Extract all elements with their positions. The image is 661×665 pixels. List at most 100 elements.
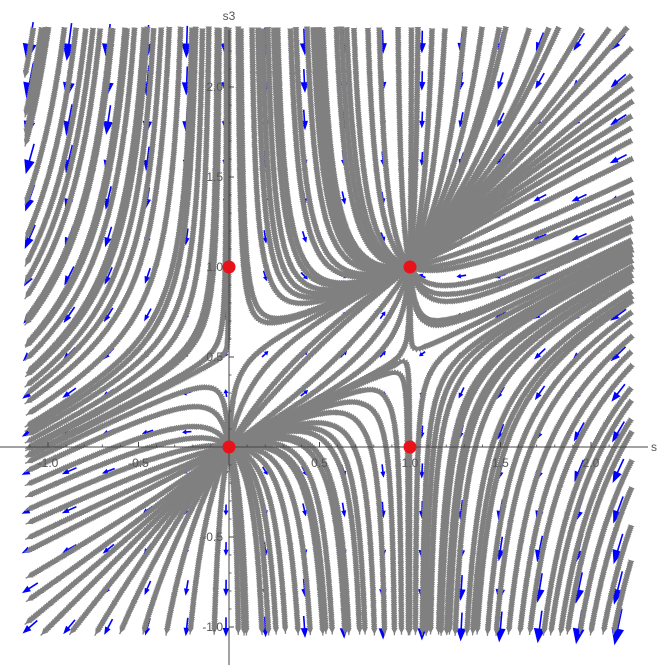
- streamline-arrowhead: [111, 601, 118, 608]
- vector-arrow: [262, 270, 268, 282]
- streamline-arrowhead: [131, 599, 138, 607]
- vector-arrow: [182, 107, 192, 133]
- vector-arrow: [262, 466, 268, 475]
- vector-arrow: [223, 542, 229, 556]
- streamline-arrowhead: [67, 167, 74, 174]
- streamline-arrowhead: [584, 593, 591, 600]
- streamline-arrowhead: [451, 535, 458, 542]
- streamline-arrows: [615, 566, 622, 574]
- streamline-arrowhead: [495, 279, 502, 286]
- streamline-arrowhead: [289, 413, 297, 419]
- streamline-arrowhead: [126, 167, 133, 175]
- streamline-arrowhead: [182, 168, 189, 176]
- streamline-arrowhead: [194, 169, 201, 177]
- streamline-arrowhead: [374, 374, 382, 381]
- streamline-arrowhead: [501, 145, 508, 153]
- vector-arrow: [104, 226, 113, 248]
- streamline: [221, 427, 363, 635]
- axes: -1.0 -0.5 0.5 1.0 1.5 2.0 -1.0 -0.5 0.5 1.0 1.5 2.…: [0, 9, 657, 665]
- vector-arrow: [183, 617, 190, 637]
- streamline: [376, 27, 417, 274]
- streamline-arrowhead: [443, 521, 450, 528]
- streamline-arrowhead: [534, 579, 541, 586]
- streamline-arrowhead: [389, 557, 396, 564]
- streamline-arrowhead: [353, 168, 360, 175]
- streamline-arrowhead: [395, 464, 402, 471]
- vector-arrow: [262, 230, 268, 244]
- streamline: [40, 442, 234, 636]
- vector-arrow: [533, 610, 546, 644]
- streamline-arrowhead: [374, 490, 381, 498]
- streamline-arrowhead: [239, 170, 246, 177]
- streamline-arrowhead: [234, 587, 241, 594]
- streamline-arrowhead: [364, 255, 372, 262]
- streamline-arrows: [35, 71, 91, 265]
- streamline-arrowhead: [31, 70, 38, 78]
- streamline-arrowhead: [202, 167, 209, 175]
- vector-arrow: [22, 21, 37, 62]
- streamline-arrowhead: [314, 501, 321, 508]
- x-tick-label: -1.0: [38, 456, 59, 470]
- streamline-arrowhead: [428, 598, 435, 605]
- vector-arrow: [379, 311, 386, 320]
- streamline-arrowhead: [221, 400, 228, 407]
- vector-arrow: [301, 109, 308, 131]
- streamline: [223, 260, 417, 454]
- vector-arrow: [612, 571, 624, 605]
- streamline-arrowhead: [260, 72, 267, 80]
- streamline-arrowhead: [492, 69, 499, 76]
- streamline: [338, 26, 410, 270]
- streamline-arrowhead: [427, 493, 434, 500]
- streamline-arrowhead: [360, 168, 367, 176]
- vector-arrow: [574, 497, 584, 523]
- streamline-arrowhead: [187, 168, 194, 175]
- streamline-arrowhead: [55, 70, 62, 78]
- streamline-arrowhead: [398, 168, 405, 175]
- streamline-arrowhead: [316, 588, 323, 595]
- vector-arrow: [419, 111, 425, 129]
- streamline-arrowhead: [507, 190, 515, 197]
- streamline-arrowhead: [496, 270, 503, 276]
- streamline-arrowhead: [270, 168, 277, 175]
- streamline-arrowhead: [246, 492, 253, 500]
- streamline-arrowhead: [591, 123, 598, 130]
- streamline-arrowhead: [330, 402, 337, 409]
- vector-arrow: [302, 503, 307, 517]
- streamline-arrowhead: [146, 168, 153, 175]
- vector-arrow: [103, 105, 114, 135]
- vector-arrow: [22, 346, 38, 362]
- streamline: [292, 26, 411, 278]
- vector-arrow: [63, 306, 76, 323]
- streamline-arrowhead: [77, 407, 85, 414]
- vector-arrow: [379, 539, 387, 559]
- streamline-arrowhead: [195, 264, 201, 271]
- streamline-arrows: [443, 293, 596, 636]
- streamline-arrowhead: [557, 484, 563, 492]
- vector-arrow: [380, 464, 386, 478]
- vector-arrow: [22, 582, 39, 594]
- streamline-arrowhead: [33, 530, 40, 536]
- vector-arrow: [571, 193, 587, 202]
- streamline-arrowhead: [568, 527, 575, 534]
- streamline-arrowhead: [127, 71, 134, 78]
- streamline-arrowhead: [259, 169, 266, 176]
- vector-arrow: [341, 502, 347, 518]
- streamline-arrowhead: [577, 562, 584, 569]
- streamline-arrowhead: [414, 468, 421, 475]
- vector-arrow: [497, 112, 505, 128]
- streamline-arrowhead: [355, 613, 362, 620]
- streamline-arrowhead: [440, 516, 447, 523]
- streamline-arrowhead: [151, 596, 158, 604]
- vector-arrow: [63, 619, 76, 635]
- vector-arrow: [572, 347, 586, 361]
- streamline-arrows: [224, 440, 324, 568]
- streamline-arrowhead: [47, 166, 54, 173]
- vector-arrow: [183, 349, 191, 358]
- streamline-arrowhead: [617, 602, 623, 610]
- streamline-arrowhead: [230, 490, 237, 497]
- streamline-arrows: [77, 70, 212, 414]
- streamline-arrows: [36, 71, 134, 349]
- streamline: [404, 27, 533, 274]
- streamline-arrowhead: [166, 426, 173, 433]
- streamline-arrowhead: [473, 575, 480, 582]
